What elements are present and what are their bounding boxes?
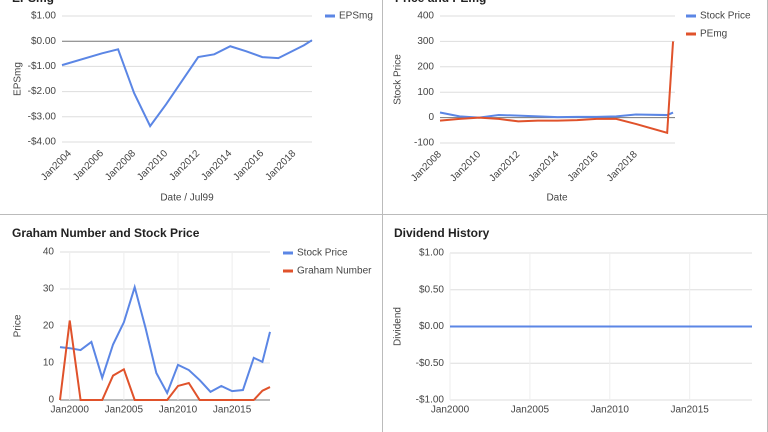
y-tick-label: $1.00 bbox=[419, 248, 444, 259]
x-tick-label: Jan2015 bbox=[213, 405, 252, 416]
y-tick-label: -$2.00 bbox=[28, 86, 57, 97]
x-tick-label: Jan2005 bbox=[511, 405, 550, 416]
y-tick-label: -$4.00 bbox=[28, 137, 57, 148]
y-tick-label: 0 bbox=[428, 112, 434, 123]
y-tick-label: 40 bbox=[43, 247, 55, 258]
y-tick-label: 0 bbox=[48, 395, 54, 406]
y-tick-label: 20 bbox=[43, 321, 55, 332]
y-tick-label: $0.50 bbox=[419, 284, 444, 295]
y-tick-label: 10 bbox=[43, 358, 55, 369]
y-tick-label: 100 bbox=[417, 87, 434, 98]
x-tick-label: Jan2000 bbox=[431, 405, 470, 416]
x-tick-label: Jan2000 bbox=[51, 405, 90, 416]
y-tick-label: -$3.00 bbox=[28, 111, 57, 122]
y-tick-label: -100 bbox=[414, 138, 434, 149]
y-tick-label: 30 bbox=[43, 284, 55, 295]
y-axis-title: EPSmg bbox=[13, 62, 24, 96]
y-axis-title: Stock Price bbox=[393, 54, 404, 105]
legend-label: EPSmg bbox=[339, 11, 373, 22]
legend-label: Stock Price bbox=[700, 11, 751, 22]
chart-title: Graham Number and Stock Price bbox=[12, 226, 200, 240]
legend-label: Stock Price bbox=[297, 248, 348, 259]
series-line bbox=[439, 41, 675, 135]
y-tick-label: 200 bbox=[417, 61, 434, 72]
series-line bbox=[59, 283, 271, 396]
y-tick-label: $0.00 bbox=[31, 36, 56, 47]
chart-title: Dividend History bbox=[394, 226, 490, 240]
chart-title: Price and PEmg bbox=[395, 0, 486, 5]
x-tick-label: Jan2010 bbox=[159, 405, 198, 416]
x-tick-label: Jan2015 bbox=[670, 405, 709, 416]
y-tick-label: -$1.00 bbox=[28, 61, 57, 72]
x-tick-label: Jan2010 bbox=[591, 405, 630, 416]
x-tick-label: Jan2005 bbox=[105, 405, 144, 416]
legend-label: PEmg bbox=[700, 29, 727, 40]
series-line bbox=[61, 39, 313, 129]
x-axis-title: Date / Jul99 bbox=[160, 193, 214, 204]
y-tick-label: $0.00 bbox=[419, 321, 444, 332]
y-axis-title: Price bbox=[13, 314, 24, 337]
y-tick-label: -$0.50 bbox=[416, 358, 445, 369]
legend-label: Graham Number bbox=[297, 266, 372, 277]
y-tick-label: 300 bbox=[417, 36, 434, 47]
y-tick-label: $1.00 bbox=[31, 11, 56, 22]
x-axis-title: Date bbox=[546, 193, 568, 204]
chart-title: EPSmg bbox=[12, 0, 54, 5]
y-tick-label: -$1.00 bbox=[416, 395, 445, 406]
y-axis-title: Dividend bbox=[393, 307, 404, 346]
y-tick-label: 400 bbox=[417, 11, 434, 22]
series-line bbox=[59, 320, 271, 401]
